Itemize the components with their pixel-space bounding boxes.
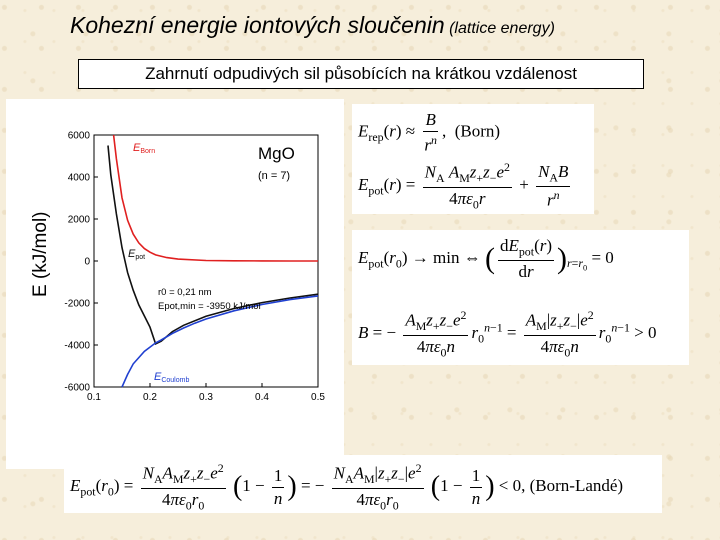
x-tick-label: 0.1 [87, 392, 101, 403]
chart-title: MgO [258, 144, 295, 163]
y-tick-label: -2000 [64, 299, 90, 310]
y-tick-label: -6000 [64, 383, 90, 394]
equation-panel-born-lande: Epot(r0) = NAAMz+z−e2 4πε0r0 (1 − 1 n) = −… [64, 455, 662, 513]
y-tick-label: 4000 [68, 173, 91, 184]
chart-panel: 0.1 0.2 0.3 0.4 0.5 -6000 -4000 -2000 0 2000 4000 6… [6, 99, 344, 469]
energy-chart: 0.1 0.2 0.3 0.4 0.5 -6000 -4000 -2000 0 2000 4000 6… [30, 131, 325, 404]
equation-born-lande: Epot(r0) = NAAMz+z−e2 4πε0r0 (1 − 1 n) = −… [70, 461, 624, 513]
series-label-epot: Epot [128, 248, 145, 261]
x-tick-label: 0.4 [255, 392, 269, 403]
equation-panel-minimum: Epot(r0) → min ⇔ (dEpot(r) dr)r=r0 = 0 B … [352, 230, 689, 365]
y-tick-label: 0 [84, 257, 90, 268]
born-lande-label: (Born-Landé) [529, 476, 624, 496]
eq-zero: = 0 [591, 248, 614, 268]
subtitle-text: Zahrnutí odpudivých sil působících na kr… [145, 64, 577, 83]
chart-labels: MgO (n = 7) E (kJ/mol) EBorn Epot ECoulo… [30, 142, 295, 384]
born-label: (Born) [454, 121, 501, 141]
annotation-r0: r0 = 0,21 nm [158, 287, 212, 298]
chart-axes: 0.1 0.2 0.3 0.4 0.5 -6000 -4000 -2000 0 2000 4000 6… [64, 131, 325, 404]
lt-zero: < 0, [498, 476, 526, 496]
chart-ylabel: E (kJ/mol) [30, 212, 51, 298]
annotation-epot-min: Epot,min = -3950 kJ/mol [158, 301, 261, 312]
series-label-eborn: EBorn [133, 142, 155, 155]
series-line-eborn [112, 134, 318, 262]
series-line-epot [107, 145, 319, 346]
x-tick-label: 0.5 [311, 392, 325, 403]
equation-b: B = − AMz+z−e2 4πε0n r0n−1 = AM|z+z−|e2 4πε… [358, 308, 657, 360]
y-tick-label: 2000 [68, 215, 91, 226]
title-sub: (lattice energy) [444, 20, 555, 37]
min-arrow: → min [411, 248, 460, 268]
equation-epot: Epot(r) = NA AMz+z−e2 4πε0r + NAB rn [358, 160, 571, 212]
series-label-ecoulomb: ECoulomb [154, 371, 189, 384]
equation-minimum: Epot(r0) → min ⇔ (dEpot(r) dr)r=r0 = 0 [358, 236, 614, 282]
subtitle-box: Zahrnutí odpudivých sil působících na kr… [78, 59, 644, 89]
slide-title: Kohezní energie iontových sloučenin (lat… [70, 12, 555, 39]
series-line-ecoulomb [121, 295, 319, 388]
y-tick-label: 6000 [68, 131, 91, 142]
chart-series [107, 134, 319, 388]
x-tick-label: 0.3 [199, 392, 213, 403]
gt-zero: > 0 [634, 323, 657, 343]
title-main: Kohezní energie iontových sloučenin [70, 12, 445, 38]
chart-subtitle: (n = 7) [258, 170, 290, 182]
x-tick-label: 0.2 [143, 392, 157, 403]
y-tick-label: -4000 [64, 341, 90, 352]
